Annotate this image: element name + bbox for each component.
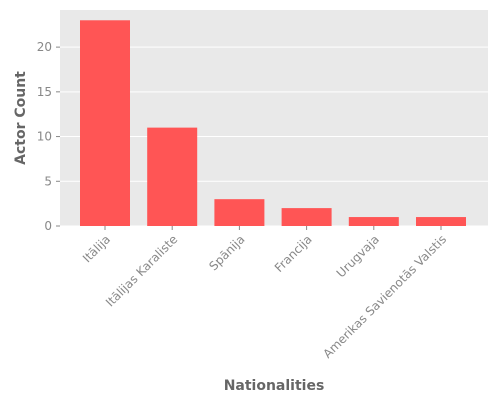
x-axis-label: Nationalities xyxy=(224,378,325,394)
bar xyxy=(281,208,332,226)
y-axis-label: Actor Count xyxy=(13,71,29,165)
x-tick-label: Itālijas Karaliste xyxy=(103,232,180,309)
bar xyxy=(214,199,265,226)
y-tick-label: 5 xyxy=(44,174,52,188)
y-tick-label: 20 xyxy=(37,40,52,54)
y-tick-label: 10 xyxy=(37,130,52,144)
bars xyxy=(80,20,466,226)
plot-area xyxy=(60,10,488,226)
x-tick-label: Spānija xyxy=(206,232,247,273)
bar xyxy=(348,217,399,226)
x-tick-label: Itālija xyxy=(80,232,113,265)
y-axis-ticks: 0 5 10 15 20 xyxy=(37,40,60,233)
y-tick-label: 15 xyxy=(37,85,52,99)
y-tick-label: 0 xyxy=(44,219,52,233)
x-tick-label: Urugvaja xyxy=(334,232,382,280)
x-tick-label: Amerikas Savienotās Valstis xyxy=(320,232,449,361)
bar xyxy=(147,127,198,226)
x-tick-label: Francija xyxy=(272,232,315,275)
bar xyxy=(416,217,466,226)
bar xyxy=(80,20,130,226)
